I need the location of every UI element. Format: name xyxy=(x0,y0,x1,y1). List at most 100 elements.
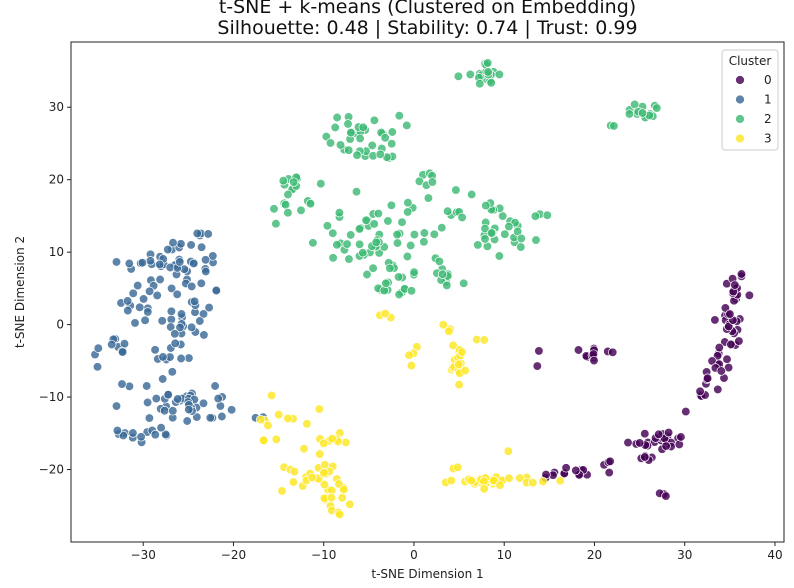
point-cluster-0 xyxy=(713,384,723,395)
point-cluster-1 xyxy=(195,316,205,326)
point-cluster-2 xyxy=(305,199,316,209)
point-cluster-1 xyxy=(159,406,170,416)
point-cluster-2 xyxy=(483,67,493,77)
point-cluster-2 xyxy=(346,230,356,240)
point-cluster-3 xyxy=(299,444,309,454)
point-cluster-3 xyxy=(446,475,456,486)
point-cluster-2 xyxy=(393,272,404,282)
point-cluster-2 xyxy=(283,189,293,200)
legend-label-0: 0 xyxy=(764,73,772,87)
legend-label-2: 2 xyxy=(764,112,772,126)
point-cluster-0 xyxy=(534,346,544,356)
point-cluster-3 xyxy=(263,420,273,431)
point-cluster-2 xyxy=(475,79,485,89)
point-cluster-1 xyxy=(93,343,103,353)
point-cluster-1 xyxy=(135,302,145,312)
point-cluster-1 xyxy=(122,296,133,306)
point-cluster-0 xyxy=(722,354,732,364)
point-cluster-2 xyxy=(343,119,353,129)
point-cluster-2 xyxy=(652,103,662,113)
point-cluster-2 xyxy=(442,206,453,216)
point-cluster-3 xyxy=(466,475,476,486)
point-cluster-2 xyxy=(369,219,379,229)
point-cluster-2 xyxy=(542,210,552,220)
point-cluster-2 xyxy=(373,208,384,219)
y-tick-label: −20 xyxy=(39,463,64,477)
legend-marker-1 xyxy=(735,94,745,105)
point-cluster-2 xyxy=(409,229,420,240)
point-cluster-2 xyxy=(271,219,281,229)
point-cluster-1 xyxy=(144,413,155,423)
point-cluster-3 xyxy=(555,476,565,486)
point-cluster-3 xyxy=(258,435,269,445)
point-cluster-3 xyxy=(266,390,277,401)
x-tick-label: −20 xyxy=(221,548,246,562)
point-cluster-1 xyxy=(112,425,123,436)
point-cluster-0 xyxy=(604,467,614,478)
point-cluster-2 xyxy=(402,120,412,131)
point-cluster-2 xyxy=(406,286,417,296)
point-cluster-3 xyxy=(448,340,458,351)
point-cluster-2 xyxy=(332,240,342,250)
point-cluster-1 xyxy=(192,412,202,422)
point-cluster-1 xyxy=(168,406,178,416)
point-cluster-1 xyxy=(192,228,202,239)
point-cluster-3 xyxy=(453,462,463,472)
point-cluster-2 xyxy=(367,140,377,151)
point-cluster-1 xyxy=(158,374,168,384)
point-cluster-3 xyxy=(288,477,299,487)
point-cluster-2 xyxy=(434,256,445,267)
point-cluster-1 xyxy=(150,345,160,355)
point-cluster-2 xyxy=(414,176,425,186)
point-cluster-2 xyxy=(332,112,342,123)
legend-marker-3 xyxy=(735,133,745,144)
point-cluster-3 xyxy=(438,320,448,330)
point-cluster-1 xyxy=(175,322,185,333)
point-cluster-2 xyxy=(330,122,340,133)
point-cluster-3 xyxy=(337,493,347,503)
x-axis: −30 −20 −10 0 10 20 30 40 xyxy=(131,542,783,562)
point-cluster-2 xyxy=(358,122,368,132)
point-cluster-3 xyxy=(302,419,312,429)
point-cluster-2 xyxy=(403,198,413,208)
point-cluster-1 xyxy=(176,309,187,319)
point-cluster-3 xyxy=(274,409,284,420)
point-cluster-1 xyxy=(213,393,223,404)
point-cluster-3 xyxy=(307,472,317,483)
point-cluster-0 xyxy=(681,406,691,417)
point-cluster-2 xyxy=(419,228,430,238)
point-cluster-3 xyxy=(271,434,281,444)
point-cluster-1 xyxy=(142,397,153,408)
point-cluster-1 xyxy=(155,259,165,269)
point-cluster-2 xyxy=(358,248,368,258)
x-tick-label: −10 xyxy=(311,548,336,562)
point-cluster-3 xyxy=(339,484,349,495)
point-cluster-2 xyxy=(624,109,635,119)
point-cluster-2 xyxy=(296,205,306,215)
point-cluster-0 xyxy=(710,315,720,325)
legend-label-3: 3 xyxy=(764,132,772,146)
point-cluster-1 xyxy=(117,379,127,389)
point-cluster-1 xyxy=(201,266,211,277)
point-cluster-1 xyxy=(150,430,160,440)
point-cluster-2 xyxy=(328,253,338,263)
point-cluster-1 xyxy=(158,352,168,362)
point-cluster-1 xyxy=(172,289,182,299)
point-cluster-2 xyxy=(402,251,413,262)
point-cluster-2 xyxy=(481,200,491,211)
point-cluster-1 xyxy=(161,429,171,440)
legend-label-1: 1 xyxy=(764,93,772,107)
point-cluster-2 xyxy=(465,69,475,80)
point-cluster-3 xyxy=(380,308,390,319)
y-tick-label: 10 xyxy=(49,245,64,259)
legend-marker-2 xyxy=(735,114,745,124)
point-cluster-1 xyxy=(151,393,161,404)
point-cluster-2 xyxy=(269,204,279,214)
point-cluster-1 xyxy=(226,405,237,415)
point-cluster-3 xyxy=(444,326,454,336)
point-cluster-1 xyxy=(184,404,194,415)
point-cluster-1 xyxy=(166,283,177,294)
point-cluster-3 xyxy=(406,360,417,371)
point-cluster-2 xyxy=(423,193,434,203)
